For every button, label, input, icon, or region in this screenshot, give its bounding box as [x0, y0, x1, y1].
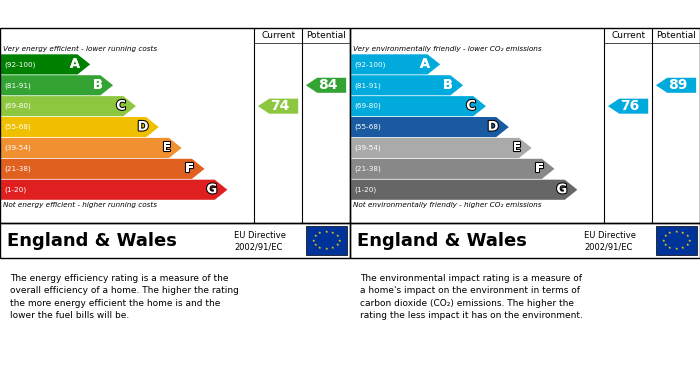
Bar [657, 226, 696, 255]
Text: Very environmentally friendly - lower CO₂ emissions: Very environmentally friendly - lower CO… [353, 45, 541, 52]
Text: ★: ★ [331, 231, 335, 235]
Text: 2002/91/EC: 2002/91/EC [584, 243, 633, 252]
Text: 74: 74 [270, 99, 290, 113]
Text: Very energy efficient - lower running costs: Very energy efficient - lower running co… [3, 45, 157, 52]
Text: Environmental Impact (CO₂) Rating: Environmental Impact (CO₂) Rating [355, 7, 629, 21]
Text: EU Directive: EU Directive [584, 231, 636, 240]
Polygon shape [1, 180, 228, 200]
Text: (1-20): (1-20) [354, 187, 377, 193]
Polygon shape [351, 117, 509, 137]
Text: 84: 84 [318, 78, 337, 92]
Text: ★: ★ [337, 239, 341, 242]
Text: B: B [443, 79, 453, 92]
Text: Current: Current [261, 31, 295, 40]
Text: (81-91): (81-91) [354, 82, 381, 88]
Bar [254, 28, 350, 43]
Text: ★: ★ [314, 243, 317, 247]
Polygon shape [1, 138, 181, 158]
Text: 89: 89 [668, 78, 687, 92]
Polygon shape [351, 54, 440, 74]
Polygon shape [258, 99, 298, 114]
Text: D: D [487, 120, 498, 134]
Text: ★: ★ [675, 248, 678, 251]
Text: (92-100): (92-100) [4, 61, 36, 68]
Text: G: G [556, 183, 567, 196]
Polygon shape [351, 75, 463, 95]
Text: ★: ★ [318, 246, 322, 250]
Text: ★: ★ [664, 234, 667, 238]
Polygon shape [306, 78, 346, 93]
Text: E: E [512, 142, 522, 154]
Polygon shape [1, 117, 159, 137]
Text: D: D [137, 120, 148, 134]
Text: ★: ★ [687, 239, 691, 242]
Text: A: A [70, 58, 80, 71]
Text: ★: ★ [686, 243, 690, 247]
Text: E: E [162, 142, 172, 154]
Text: England & Wales: England & Wales [357, 231, 527, 249]
Text: Current: Current [611, 31, 645, 40]
Text: The environmental impact rating is a measure of
a home's impact on the environme: The environmental impact rating is a mea… [360, 274, 583, 321]
Text: C: C [466, 100, 476, 113]
Polygon shape [351, 138, 531, 158]
Polygon shape [1, 75, 113, 95]
Text: ★: ★ [331, 246, 335, 250]
Text: 76: 76 [620, 99, 639, 113]
Text: C: C [116, 100, 126, 113]
Text: Potential: Potential [306, 31, 346, 40]
Text: ★: ★ [336, 234, 340, 238]
Text: A: A [420, 58, 430, 71]
Text: ★: ★ [668, 246, 672, 250]
Text: EU Directive: EU Directive [234, 231, 286, 240]
Polygon shape [1, 96, 136, 116]
Polygon shape [351, 96, 486, 116]
Text: ★: ★ [336, 243, 340, 247]
Text: ★: ★ [681, 231, 685, 235]
Text: F: F [536, 162, 545, 175]
Text: Energy Efficiency Rating: Energy Efficiency Rating [6, 7, 197, 21]
Text: G: G [206, 183, 217, 196]
Text: The energy efficiency rating is a measure of the
overall efficiency of a home. T: The energy efficiency rating is a measur… [10, 274, 239, 321]
Text: ★: ★ [325, 248, 328, 251]
Polygon shape [656, 78, 696, 93]
Polygon shape [351, 180, 578, 200]
Text: (81-91): (81-91) [4, 82, 31, 88]
Text: F: F [186, 162, 195, 175]
Text: (92-100): (92-100) [354, 61, 386, 68]
Text: (69-80): (69-80) [4, 103, 31, 109]
Text: B: B [93, 79, 103, 92]
Text: (39-54): (39-54) [354, 145, 381, 151]
Text: England & Wales: England & Wales [7, 231, 177, 249]
Polygon shape [1, 54, 90, 74]
Text: ★: ★ [325, 230, 328, 234]
Polygon shape [351, 159, 554, 179]
Bar [604, 28, 700, 43]
Text: ★: ★ [675, 230, 678, 234]
Text: (55-68): (55-68) [4, 124, 31, 130]
Text: ★: ★ [314, 234, 317, 238]
Text: ★: ★ [318, 231, 322, 235]
Text: (55-68): (55-68) [354, 124, 381, 130]
Text: ★: ★ [686, 234, 690, 238]
Polygon shape [608, 99, 648, 114]
Text: ★: ★ [664, 243, 667, 247]
Text: Not environmentally friendly - higher CO₂ emissions: Not environmentally friendly - higher CO… [353, 201, 541, 208]
Text: ★: ★ [668, 231, 672, 235]
Bar [307, 226, 346, 255]
Text: 2002/91/EC: 2002/91/EC [234, 243, 283, 252]
Text: (21-38): (21-38) [4, 166, 31, 172]
Text: Potential: Potential [656, 31, 696, 40]
Text: (1-20): (1-20) [4, 187, 27, 193]
Text: (69-80): (69-80) [354, 103, 381, 109]
Text: (39-54): (39-54) [4, 145, 31, 151]
Polygon shape [1, 159, 204, 179]
Text: Not energy efficient - higher running costs: Not energy efficient - higher running co… [3, 201, 157, 208]
Text: ★: ★ [312, 239, 315, 242]
Text: (21-38): (21-38) [354, 166, 381, 172]
Text: ★: ★ [681, 246, 685, 250]
Text: ★: ★ [662, 239, 665, 242]
